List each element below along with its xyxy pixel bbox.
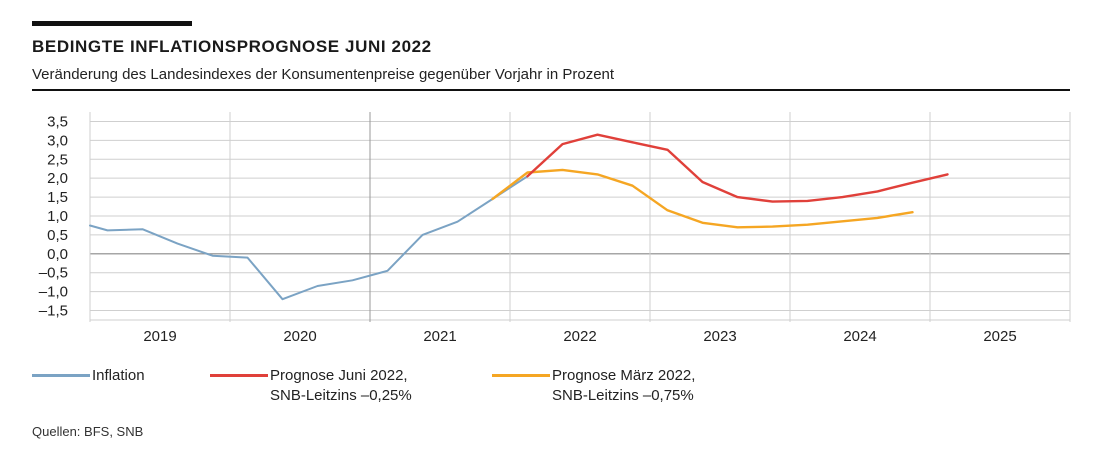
legend-label-june-line1: Prognose Juni 2022, [270,367,408,384]
legend-swatch-june-forecast [210,374,268,377]
legend-label-inflation: Inflation [92,367,145,384]
legend-swatch-march-forecast [492,374,550,377]
legend-label-march-line1: Prognose März 2022, [552,367,696,384]
chart-series [89,133,949,301]
y-tick-label: 1,5 [47,189,68,206]
y-tick-label: 0,5 [47,227,68,244]
legend-label-june-line2: SNB-Leitzins –0,25% [270,387,412,404]
series-line-inflation [89,175,529,301]
x-year-label: 2022 [563,328,596,345]
header-divider [32,89,1070,91]
chart-grid [89,112,1071,322]
x-year-label: 2023 [703,328,736,345]
y-tick-label: 2,5 [47,151,68,168]
x-year-label: 2025 [983,328,1016,345]
legend-swatch-inflation [32,374,90,377]
series-line-march-forecast [491,168,914,229]
y-tick-label: 1,0 [47,208,68,225]
y-tick-label: –0,5 [39,265,68,282]
chart-subtitle: Veränderung des Landesindexes der Konsum… [32,66,615,83]
chart-axis-labels: 3,5 3,0 2,5 2,0 1,5 1,0 0,5 0,0 –0,5 –1,0 –1,5 2019… [39,113,1017,345]
x-year-label: 2020 [283,328,316,345]
x-year-label: 2024 [843,328,876,345]
title-accent-bar [32,21,192,26]
y-tick-label: 2,0 [47,170,68,187]
source-note: Quellen: BFS, SNB [32,424,144,439]
y-tick-label: 3,5 [47,113,68,130]
x-year-label: 2019 [143,328,176,345]
y-tick-label: 3,0 [47,132,68,149]
legend-label-march-line2: SNB-Leitzins –0,75% [552,387,694,404]
y-tick-label: –1,5 [39,303,68,320]
x-year-label: 2021 [423,328,456,345]
y-tick-label: 0,0 [47,246,68,263]
y-tick-label: –1,0 [39,284,68,301]
chart-title: BEDINGTE INFLATIONSPROGNOSE JUNI 2022 [32,37,432,56]
series-line-june-forecast [526,133,949,203]
